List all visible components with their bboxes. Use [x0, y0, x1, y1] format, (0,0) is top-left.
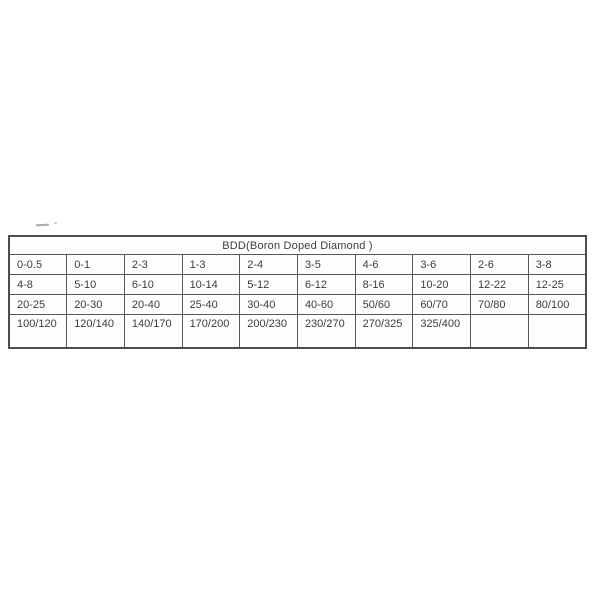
table-cell: 0-0.5	[8, 254, 68, 275]
table-cell: 5-10	[66, 274, 125, 295]
table-cell: 3-8	[527, 254, 587, 275]
table-cell: 2-3	[123, 254, 183, 275]
table-cell: 20-30	[66, 294, 125, 315]
table-cell: 1-3	[181, 254, 241, 275]
table-cell: 3-6	[412, 254, 471, 275]
table-cell: 325/400	[412, 314, 471, 349]
table-cell: 25-40	[181, 294, 241, 315]
table-cell: 20-25	[8, 294, 68, 315]
table-cell: 10-20	[412, 274, 471, 295]
table-cell: 6-10	[123, 274, 183, 295]
table-cell: 12-22	[470, 274, 529, 295]
table-cell: 140/170	[123, 314, 183, 349]
table-cell: 80/100	[527, 294, 587, 315]
table-cell: 2-6	[470, 254, 529, 275]
table-cell: 70/80	[470, 294, 529, 315]
table-cell: 170/200	[181, 314, 241, 349]
table-cell: 40-60	[296, 294, 356, 315]
table-cell: 120/140	[66, 314, 125, 349]
table-cell: 230/270	[296, 314, 356, 349]
table-row: 100/120 120/140 140/170 170/200 200/230 …	[8, 314, 587, 349]
table-cell: 200/230	[239, 314, 298, 349]
table-cell: 4-6	[354, 254, 414, 275]
table-cell: 8-16	[354, 274, 414, 295]
table-row: 20-25 20-30 20-40 25-40 30-40 40-60 50/6…	[8, 294, 587, 315]
table-header-row: BDD(Boron Doped Diamond )	[8, 235, 587, 255]
table-cell: 50/60	[354, 294, 414, 315]
table-cell: 12-25	[527, 274, 587, 295]
table-cell: 6-12	[296, 274, 356, 295]
table-cell: 10-14	[181, 274, 241, 295]
table-cell: 20-40	[123, 294, 183, 315]
table-cell: 5-12	[239, 274, 298, 295]
pencil-smudge-mark	[35, 223, 50, 227]
table-row: 0-0.5 0-1 2-3 1-3 2-4 3-5 4-6 3-6 2-6 3-…	[8, 254, 587, 275]
table-row: 4-8 5-10 6-10 10-14 5-12 6-12 8-16 10-20…	[8, 274, 587, 295]
table-cell	[527, 314, 587, 349]
table-cell: 30-40	[239, 294, 298, 315]
pencil-smudge-dot	[54, 222, 57, 224]
table-cell: 3-5	[296, 254, 356, 275]
table-cell	[470, 314, 529, 349]
table-cell: 0-1	[66, 254, 125, 275]
table-cell: 4-8	[8, 274, 68, 295]
table-title: BDD(Boron Doped Diamond )	[8, 235, 587, 255]
table-cell: 2-4	[239, 254, 298, 275]
table-cell: 100/120	[8, 314, 68, 349]
table-cell: 270/325	[354, 314, 414, 349]
bdd-grit-size-table: BDD(Boron Doped Diamond ) 0-0.5 0-1 2-3 …	[8, 235, 587, 349]
table-cell: 60/70	[412, 294, 471, 315]
